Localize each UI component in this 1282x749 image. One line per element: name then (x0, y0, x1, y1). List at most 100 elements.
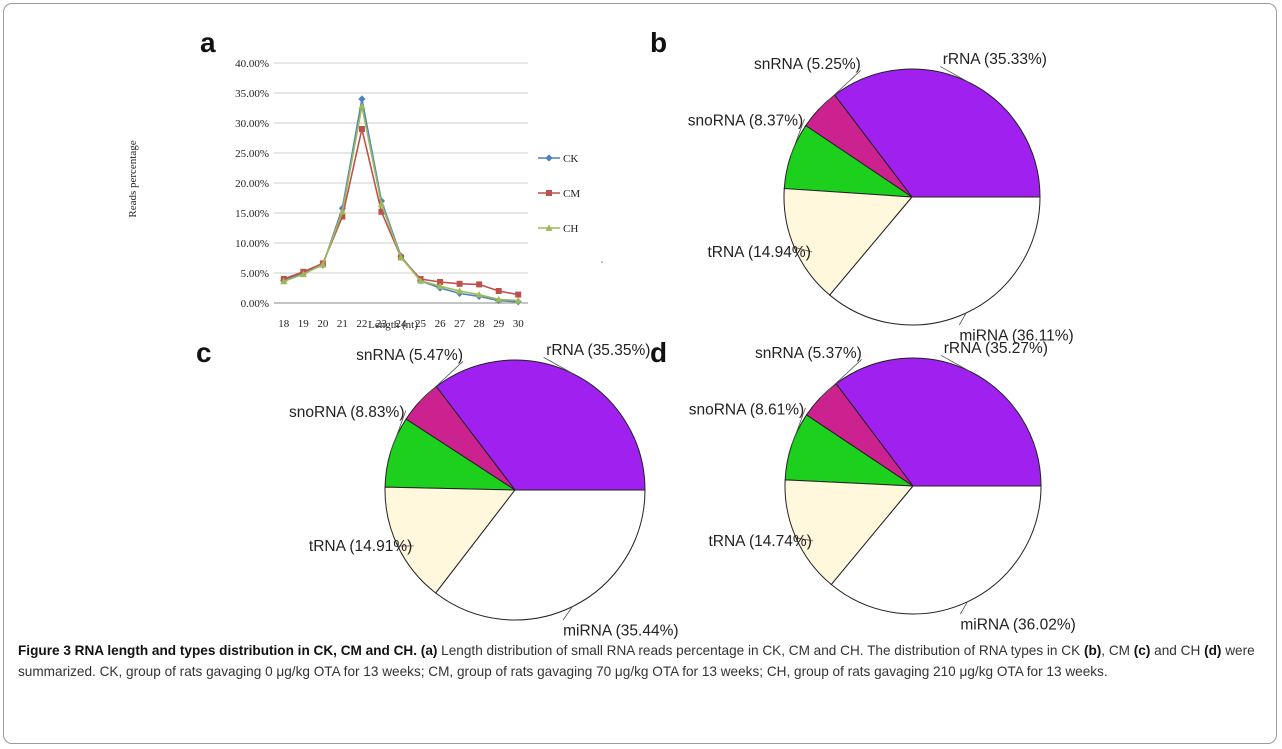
y-tick-label: 40.00% (235, 58, 269, 70)
data-point (358, 102, 366, 110)
caption-text-4: were summarized. CK, group of rats gavag… (18, 643, 1255, 679)
slice-label: rRNA (35.33%) (943, 51, 1047, 68)
y-tick-label: 25.00% (235, 148, 269, 160)
data-point (416, 277, 425, 284)
legend-entry-ck: CK (538, 153, 578, 165)
leader-line (940, 355, 971, 372)
leader-line (939, 66, 970, 83)
data-point (358, 95, 366, 103)
x-axis-label: Length (nt) (368, 319, 418, 331)
pie-chart-b: rRNA (35.33%) snRNA (5.25%) snoRNA (8.37%)… (688, 51, 1074, 344)
legend-entry-ch: CH (538, 223, 578, 235)
leader-line (819, 358, 863, 399)
pie-slice (435, 489, 646, 621)
pie-slice (435, 359, 646, 491)
series-ch (280, 102, 522, 304)
data-point (495, 288, 502, 294)
data-point (338, 208, 346, 215)
x-tick-label: 23 (376, 318, 388, 330)
series-cm (280, 126, 522, 298)
data-point (545, 154, 553, 162)
data-point (436, 282, 444, 290)
legend-entry-cm: CM (538, 188, 580, 200)
data-point (545, 224, 553, 231)
data-point (476, 281, 483, 288)
leader-line (791, 407, 806, 447)
data-point (397, 253, 405, 261)
length-distribution-chart: 0.00% 5.00% 10.00% 15.00% 20.00% 25.00% 30.00%… (127, 58, 603, 331)
legend-label: CM (563, 188, 580, 200)
data-point (299, 270, 307, 278)
y-tick-label: 30.00% (235, 118, 269, 130)
data-point (515, 291, 522, 298)
slice-label: miRNA (35.44%) (563, 623, 678, 640)
x-tick-label: 27 (454, 318, 466, 330)
grid-lines (274, 62, 528, 274)
slice-label: tRNA (14.74%) (708, 533, 811, 550)
slice-label: rRNA (35.27%) (944, 340, 1048, 357)
y-axis-label: Reads percentage (127, 140, 139, 217)
figure-frame (3, 3, 1277, 744)
pie-slice (829, 196, 1041, 326)
leader-line (419, 361, 464, 402)
data-point (378, 208, 385, 215)
caption-ref-b: (b) (1083, 643, 1102, 658)
y-tick-label: 10.00% (235, 238, 269, 250)
series-line (283, 128, 519, 296)
panel-letter-d: d (650, 337, 667, 368)
caption-ref-a: (a) (417, 643, 438, 658)
data-point (319, 261, 327, 268)
data-point (514, 297, 522, 304)
leader-line (543, 357, 573, 374)
slice-label: rRNA (35.35%) (546, 342, 650, 359)
x-tick-label: 22 (356, 318, 367, 330)
series-line (283, 98, 519, 303)
slice-label: snoRNA (8.37%) (688, 112, 803, 129)
slice-label: tRNA (14.91%) (309, 538, 412, 555)
slice-label: miRNA (36.11%) (959, 327, 1073, 344)
y-tick-label: 35.00% (235, 88, 269, 100)
slice-label: snRNA (5.47%) (356, 347, 463, 364)
y-tick-label: 15.00% (235, 208, 269, 220)
slice-label: snRNA (5.37%) (755, 345, 862, 362)
figure-caption: Figure 3 RNA length and types distributi… (18, 640, 1266, 682)
leader-line (795, 537, 814, 542)
figure-canvas: a b c d 0.00% 5.00% 10.00% 15.00% 20.00% 25.0… (127, 27, 1076, 640)
caption-title: Figure 3 RNA length and types distributi… (18, 643, 418, 658)
legend-label: CH (563, 223, 578, 235)
x-tick-label: 26 (435, 318, 447, 330)
series-lines (280, 95, 522, 306)
data-point (339, 213, 346, 220)
leader-line (562, 606, 573, 621)
leader-line (960, 601, 968, 615)
data-point (358, 126, 365, 132)
x-tick-label: 24 (396, 318, 408, 330)
data-point (437, 279, 444, 285)
pie-slice (830, 485, 1042, 615)
x-tick-label: 21 (337, 318, 348, 330)
slice-label: snoRNA (8.83%) (289, 404, 404, 421)
data-point (377, 200, 386, 207)
leader-line (790, 118, 805, 156)
leader-line (794, 246, 813, 253)
slice-label: miRNA (36.02%) (960, 616, 1075, 633)
pie-slice (833, 68, 1041, 198)
slice-label: tRNA (14.94%) (707, 244, 810, 261)
x-tick-label: 20 (317, 318, 329, 330)
stray-dot (601, 261, 603, 263)
data-point (546, 190, 552, 196)
data-point (456, 287, 464, 294)
x-tick-labels: 18 19 20 21 22 23 24 25 26 27 28 29 30 (278, 318, 524, 330)
caption-text-2: , CM (1101, 643, 1134, 658)
slice-label: snoRNA (8.61%) (689, 401, 804, 418)
series-ck (280, 95, 522, 306)
leader-line (818, 69, 862, 110)
x-tick-label: 29 (493, 318, 505, 330)
pie-chart-c: rRNA (35.35%) snRNA (5.47%) snoRNA (8.83%)… (289, 342, 678, 640)
panel-letter-c: c (196, 337, 212, 368)
caption-text-1: Length distribution of small RNA reads p… (437, 643, 1084, 658)
leader-line (959, 312, 967, 326)
data-point (495, 295, 503, 303)
slice-label: snRNA (5.25%) (754, 56, 861, 73)
x-tick-label: 28 (474, 318, 486, 330)
